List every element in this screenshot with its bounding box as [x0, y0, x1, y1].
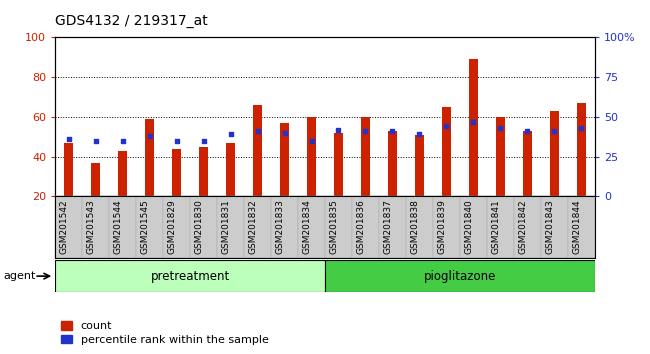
Bar — [298, 196, 325, 258]
Text: GSM201841: GSM201841 — [491, 200, 500, 254]
Bar — [307, 117, 317, 196]
Text: GSM201831: GSM201831 — [222, 200, 231, 255]
Bar — [441, 107, 451, 196]
Bar — [226, 143, 235, 196]
Text: GSM201842: GSM201842 — [518, 200, 527, 254]
Bar — [406, 196, 433, 258]
Bar — [387, 131, 397, 196]
Text: GSM201839: GSM201839 — [437, 200, 447, 255]
Text: GSM201840: GSM201840 — [464, 200, 473, 254]
Point — [118, 138, 128, 144]
Bar — [523, 131, 532, 196]
Text: pioglitazone: pioglitazone — [424, 270, 496, 282]
Point — [414, 131, 424, 137]
Text: GSM201830: GSM201830 — [194, 200, 203, 255]
Point — [172, 138, 182, 144]
Text: GSM201544: GSM201544 — [114, 200, 123, 254]
Bar — [333, 133, 343, 196]
Bar — [217, 196, 244, 258]
Bar — [199, 147, 209, 196]
Point — [495, 125, 506, 131]
Bar — [163, 196, 190, 258]
Bar — [280, 123, 289, 196]
Text: GSM201829: GSM201829 — [168, 200, 177, 254]
Bar — [55, 196, 83, 258]
Text: GSM201837: GSM201837 — [384, 200, 393, 255]
Bar — [109, 196, 136, 258]
Point — [360, 128, 370, 134]
Bar — [253, 105, 263, 196]
Point — [549, 128, 560, 134]
Bar — [514, 196, 541, 258]
Point — [280, 130, 290, 136]
Bar — [172, 149, 181, 196]
Bar — [495, 117, 505, 196]
Point — [576, 125, 586, 131]
Point — [468, 119, 478, 125]
Point — [64, 136, 74, 142]
Text: GDS4132 / 219317_at: GDS4132 / 219317_at — [55, 14, 208, 28]
Point — [226, 131, 236, 137]
Point — [333, 127, 344, 132]
Bar — [91, 162, 101, 196]
Legend: count, percentile rank within the sample: count, percentile rank within the sample — [61, 321, 268, 345]
Text: GSM201836: GSM201836 — [356, 200, 365, 255]
Point — [252, 128, 263, 134]
Bar — [190, 196, 217, 258]
Text: GSM201835: GSM201835 — [330, 200, 339, 255]
Bar — [352, 196, 379, 258]
Bar — [325, 260, 595, 292]
Bar — [460, 196, 487, 258]
Text: agent: agent — [3, 271, 36, 281]
Bar — [549, 111, 559, 196]
Text: GSM201542: GSM201542 — [60, 200, 69, 254]
Bar — [487, 196, 514, 258]
Bar — [433, 196, 460, 258]
Bar — [541, 196, 568, 258]
Bar — [325, 196, 352, 258]
Point — [522, 128, 532, 134]
Bar — [145, 119, 155, 196]
Bar — [361, 117, 370, 196]
Point — [90, 138, 101, 144]
Bar — [64, 143, 73, 196]
Point — [144, 133, 155, 139]
Text: GSM201832: GSM201832 — [248, 200, 257, 254]
Text: GSM201543: GSM201543 — [86, 200, 96, 254]
Text: GSM201833: GSM201833 — [276, 200, 285, 255]
Bar — [577, 103, 586, 196]
Bar — [55, 260, 325, 292]
Bar — [118, 151, 127, 196]
Bar — [568, 196, 595, 258]
Point — [198, 138, 209, 144]
Text: GSM201545: GSM201545 — [140, 200, 150, 254]
Text: GSM201838: GSM201838 — [410, 200, 419, 255]
Bar — [271, 196, 298, 258]
Text: GSM201843: GSM201843 — [545, 200, 554, 254]
Bar — [415, 135, 424, 196]
Point — [387, 128, 398, 134]
Point — [441, 124, 452, 129]
Text: pretreatment: pretreatment — [151, 270, 229, 282]
Bar — [244, 196, 271, 258]
Bar — [379, 196, 406, 258]
Bar — [136, 196, 163, 258]
Bar — [469, 59, 478, 196]
Text: GSM201834: GSM201834 — [302, 200, 311, 254]
Bar — [82, 196, 109, 258]
Text: GSM201844: GSM201844 — [572, 200, 581, 254]
Point — [306, 138, 317, 144]
